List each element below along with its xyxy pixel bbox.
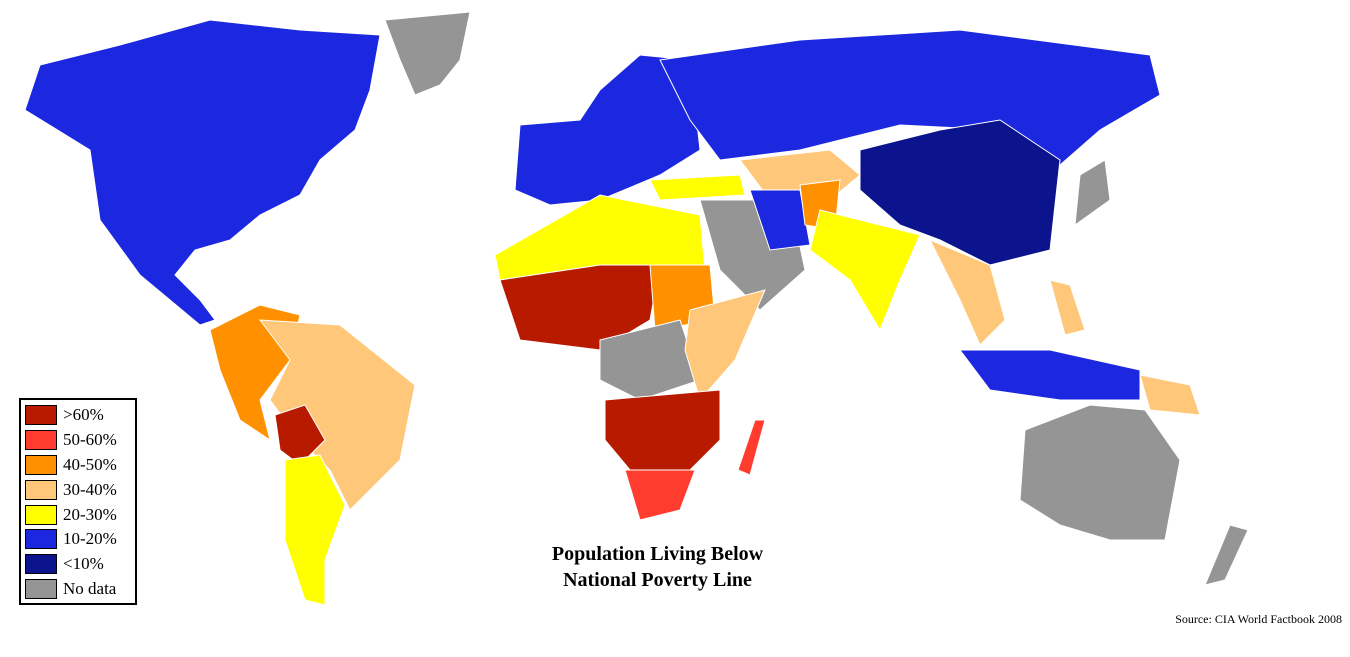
- legend-item: 50-60%: [25, 428, 135, 453]
- region-australia: [1019, 404, 1181, 541]
- region-brazil: [258, 319, 416, 511]
- region-southern-africa: [604, 389, 721, 471]
- region-japan: [1074, 159, 1111, 227]
- legend-item: >60%: [25, 403, 135, 428]
- region-southeast-asia: [928, 239, 1006, 346]
- region-new-zealand: [1204, 524, 1249, 586]
- legend-item: <10%: [25, 552, 135, 577]
- legend-label: >60%: [63, 405, 104, 425]
- legend-swatch: [25, 405, 57, 426]
- legend-item: 20-30%: [25, 502, 135, 527]
- legend-swatch: [25, 554, 57, 575]
- legend-item: 40-50%: [25, 453, 135, 478]
- region-south-africa: [624, 469, 696, 521]
- legend-label: 30-40%: [63, 479, 117, 499]
- region-india: [809, 209, 921, 332]
- region-east-africa: [684, 289, 766, 402]
- region-turkey: [649, 174, 746, 201]
- legend-label: 20-30%: [63, 504, 117, 524]
- region-north-america: [24, 19, 381, 326]
- region-central-africa: [599, 319, 701, 401]
- legend-swatch: [25, 430, 57, 451]
- title-line-1: Population Living Below: [551, 543, 764, 565]
- legend-swatch: [25, 454, 57, 475]
- legend-item: 30-40%: [25, 477, 135, 502]
- region-argentina: [284, 454, 346, 606]
- region-iran: [749, 189, 811, 251]
- legend-label: <10%: [63, 554, 104, 574]
- source-note: Source: CIA World Factbook 2008: [1175, 612, 1342, 626]
- region-greenland: [384, 11, 471, 96]
- legend-label: No data: [63, 578, 117, 598]
- region-indonesia: [959, 349, 1141, 401]
- region-sahel: [499, 264, 661, 351]
- legend-swatch: [25, 578, 57, 599]
- region-philippines: [1049, 279, 1086, 336]
- region-madagascar: [737, 419, 766, 476]
- region-china: [859, 119, 1061, 266]
- region-papua: [1139, 374, 1201, 416]
- legend-item: No data: [25, 577, 135, 602]
- region-europe: [514, 54, 701, 206]
- legend-swatch: [25, 504, 57, 525]
- legend-label: 10-20%: [63, 529, 117, 549]
- legend-label: 50-60%: [63, 430, 117, 450]
- legend-swatch: [25, 479, 57, 500]
- map-title: Population Living Below National Poverty…: [500, 541, 815, 593]
- legend-item: 10-20%: [25, 527, 135, 552]
- legend-swatch: [25, 529, 57, 550]
- legend-label: 40-50%: [63, 454, 117, 474]
- region-bolivia: [274, 404, 326, 466]
- map-legend: >60% 50-60% 40-50% 30-40% 20-30% 10-20% …: [19, 398, 137, 606]
- region-russia: [659, 29, 1161, 166]
- title-line-2: National Poverty Line: [563, 569, 752, 591]
